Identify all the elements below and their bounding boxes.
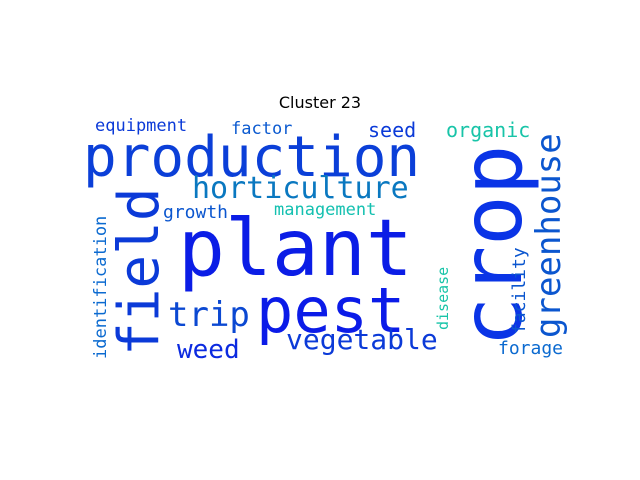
word-equipment: equipment [95,116,188,136]
word-seed: seed [368,118,417,142]
word-cloud: plant crop production pest field horticu… [80,118,577,364]
word-vegetable: vegetable [286,323,438,356]
word-trip: trip [168,295,250,335]
word-horticulture: horticulture [192,171,409,206]
word-factor: factor [231,119,293,139]
word-management: management [274,200,377,220]
word-production: production [83,125,421,190]
word-weed: weed [177,335,240,365]
word-facility: facility [509,247,530,334]
word-plant: plant [178,204,413,294]
word-pest: pest [256,274,406,347]
figure-title: Cluster 23 [278,93,362,112]
word-disease: disease [434,266,452,330]
word-field: field [107,187,172,356]
word-identification: identification [91,215,111,359]
word-growth: growth [163,202,229,223]
word-greenhouse: greenhouse [529,133,569,338]
word-organic: organic [446,118,531,142]
word-forage: forage [498,338,564,359]
